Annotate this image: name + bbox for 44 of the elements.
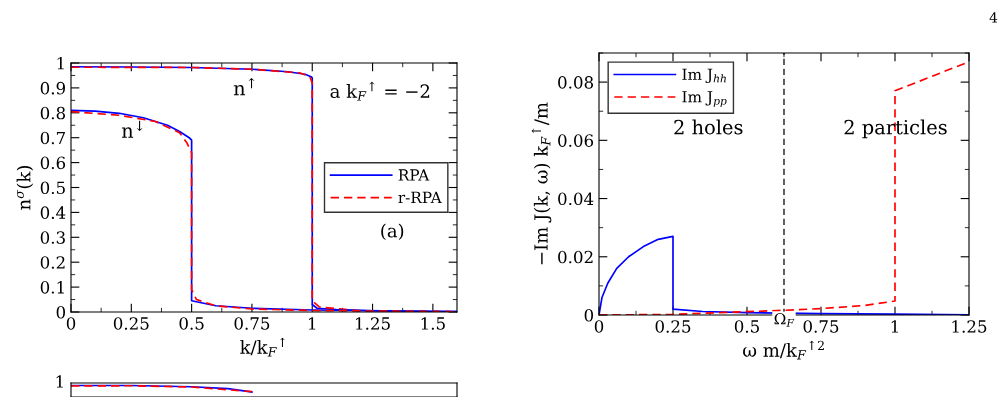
x-tick-label: 0.5 — [734, 320, 759, 333]
x-tick-label: 1.25 — [952, 320, 987, 333]
y-axis-title: −Im J(k, ω) k$_{F}$$^{↑}$/m — [531, 102, 552, 265]
legend-label: RPA — [398, 169, 430, 181]
y-tick-label: 0 — [56, 305, 66, 319]
y-axis-title: n$^{σ}$(k) — [16, 166, 34, 210]
x-axis-title: ω m/k$_{F}$$^{↑2}$ — [743, 340, 824, 360]
y-tick-label: 0.8 — [40, 106, 66, 120]
y-tick-label: 0.4 — [40, 206, 66, 219]
ref-line-label: Ω$_{F}$ — [774, 313, 795, 327]
y-tick-label: 0.2 — [40, 256, 65, 269]
x-tick-label: 1 — [308, 317, 316, 330]
x-tick-label: 1.25 — [356, 317, 390, 330]
y-tick-label: 1 — [57, 56, 64, 70]
y-tick-label: 0.6 — [40, 156, 66, 170]
annotation: 2 holes — [674, 119, 743, 135]
legend-label: Im J$_{hh}$ — [682, 68, 726, 84]
y-tick-label: 0.3 — [40, 231, 65, 244]
annotation: a k$_{F}$$^{↑}$ = −2 — [330, 81, 430, 101]
legend-label: Im J$_{pp}$ — [682, 91, 727, 107]
y-tick-label: 0.04 — [558, 192, 594, 206]
y-tick-label: 0.1 — [40, 281, 64, 294]
x-tick-label: 0 — [66, 317, 76, 330]
annotation: 2 particles — [844, 119, 947, 139]
y-tick-label: 0.02 — [558, 250, 593, 264]
y-tick-label: 0.5 — [40, 181, 65, 195]
x-tick-label: 1.5 — [421, 317, 445, 330]
x-tick-label: 0 — [594, 320, 604, 333]
x-tick-label: 0.5 — [179, 317, 204, 330]
annotation: n$^{↑}$ — [233, 78, 255, 96]
annotation: (a) — [381, 223, 404, 241]
x-tick-label: 0.75 — [234, 317, 270, 330]
x-axis-title: k/k$_{F}$$^{↑}$ — [240, 337, 286, 357]
text: 4 — [989, 12, 998, 23]
x-tick-label: 0.25 — [655, 320, 691, 333]
y-tick-label: 0.08 — [558, 76, 594, 89]
y-tick-label: 0.9 — [40, 81, 66, 95]
annotation: n$^{↓}$ — [121, 120, 143, 138]
y-tick-label: 0.06 — [558, 134, 594, 147]
x-tick-label: 0.25 — [113, 317, 149, 330]
legend-label: r-RPA — [398, 191, 442, 203]
y-tick-label: 0.7 — [40, 131, 65, 145]
x-tick-label: 1 — [891, 320, 898, 333]
x-tick-label: 0.75 — [803, 320, 839, 333]
